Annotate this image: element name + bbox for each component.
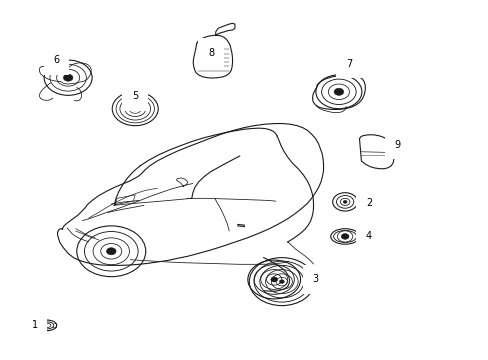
Text: 6: 6 <box>54 55 60 65</box>
Circle shape <box>63 74 73 81</box>
Text: 3: 3 <box>309 274 318 284</box>
Text: 2: 2 <box>363 198 371 208</box>
Text: 8: 8 <box>207 48 214 58</box>
Circle shape <box>106 248 116 255</box>
Circle shape <box>279 280 284 283</box>
Circle shape <box>341 234 348 239</box>
Text: 1: 1 <box>31 320 39 330</box>
Text: 9: 9 <box>394 140 400 150</box>
Text: 4: 4 <box>363 231 371 242</box>
Circle shape <box>132 107 138 111</box>
Circle shape <box>333 88 343 95</box>
Circle shape <box>270 277 277 282</box>
Text: 5: 5 <box>132 91 138 101</box>
Text: 7: 7 <box>345 59 351 68</box>
Circle shape <box>343 201 346 203</box>
